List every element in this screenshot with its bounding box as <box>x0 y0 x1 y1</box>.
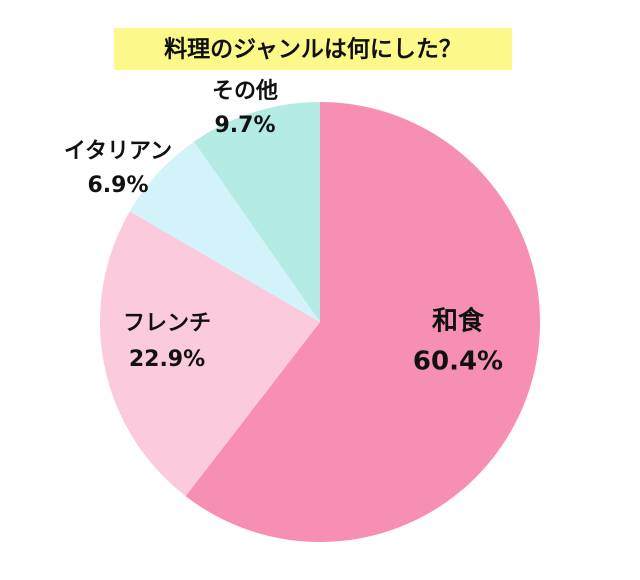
pie-slice <box>185 102 541 542</box>
pie-slice <box>129 141 320 322</box>
pie-slice <box>99 211 320 497</box>
slice-value-label: 22.9% <box>129 347 205 372</box>
pie-slice <box>193 102 320 322</box>
slice-label: その他 <box>212 79 278 104</box>
title-background <box>114 28 512 70</box>
slice-value-label: 60.4% <box>413 347 503 377</box>
chart-title: 料理のジャンルは何にした？ <box>164 37 462 63</box>
slice-label: 和食 <box>432 306 485 337</box>
slice-label: フレンチ <box>123 311 211 336</box>
slice-value-label: 9.7% <box>214 113 275 138</box>
slice-value-label: 6.9% <box>87 173 148 198</box>
slice-label: イタリアン <box>64 139 172 164</box>
